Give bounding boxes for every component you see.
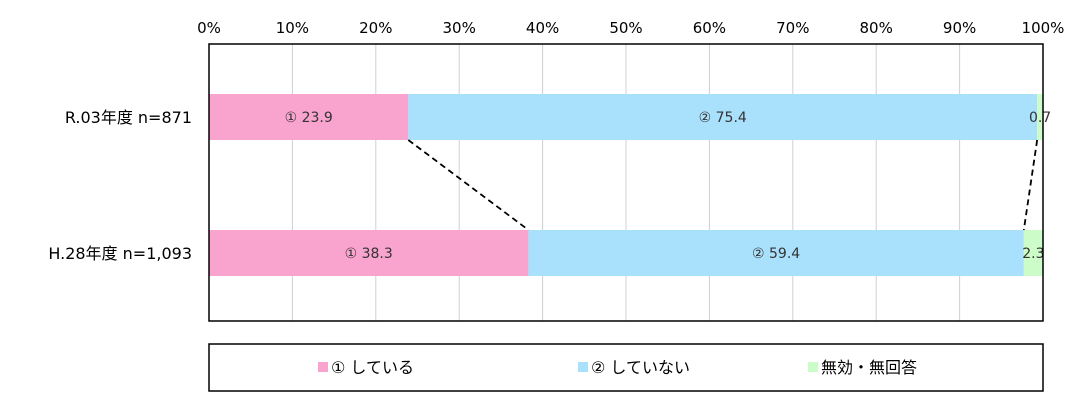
data-label: 0.7 xyxy=(1029,110,1051,126)
data-label: ① 23.9 xyxy=(285,110,333,126)
bar-segment xyxy=(209,230,529,276)
legend-frame xyxy=(208,343,1044,392)
x-tick-label: 20% xyxy=(359,19,392,37)
x-tick-label: 90% xyxy=(943,19,976,37)
legend-swatch xyxy=(318,362,328,372)
data-label: 2.3 xyxy=(1022,246,1044,262)
legend-swatch xyxy=(808,362,818,372)
x-tick-label: 10% xyxy=(276,19,309,37)
x-axis-ticks: 0% 10% 20% 30% 40% 50% 60% 70% 80% 90% 100% xyxy=(197,19,1064,37)
bar-segment xyxy=(1037,94,1043,140)
legend-label: ② していない xyxy=(591,358,690,377)
data-label: ① 38.3 xyxy=(345,246,393,262)
data-label: ② 75.4 xyxy=(699,110,747,126)
connector-line xyxy=(1022,139,1039,231)
bar-segment xyxy=(209,94,409,140)
legend-label: 無効・無回答 xyxy=(821,358,917,377)
x-tick-label: 80% xyxy=(860,19,893,37)
connector-line xyxy=(407,139,529,231)
x-tick-label: 40% xyxy=(526,19,559,37)
legend-label: ① している xyxy=(331,358,414,377)
x-tick-label: 70% xyxy=(776,19,809,37)
legend-swatch xyxy=(578,362,588,372)
series-connectors xyxy=(407,139,1039,231)
bar-segment xyxy=(408,94,1038,140)
category-label: R.03年度 n=871 xyxy=(65,108,192,127)
x-tick-label: 30% xyxy=(443,19,476,37)
x-tick-label: 0% xyxy=(197,19,221,37)
plot-area xyxy=(208,43,1044,322)
bar-segment xyxy=(528,230,1024,276)
x-tick-label: 50% xyxy=(609,19,642,37)
category-labels: R.03年度 n=871 H.28年度 n=1,093 xyxy=(48,108,192,263)
x-tick-label: 100% xyxy=(1022,19,1065,37)
category-label: H.28年度 n=1,093 xyxy=(48,244,192,263)
grid-lines xyxy=(291,44,961,321)
bar-segment xyxy=(1023,230,1043,276)
bars: ① 23.9 ② 75.4 0.7 ① 38.3 ② 59.4 2.3 xyxy=(209,94,1051,276)
legend: ① している ② していない 無効・無回答 xyxy=(208,343,1044,392)
x-tick-label: 60% xyxy=(693,19,726,37)
data-label: ② 59.4 xyxy=(752,246,800,262)
